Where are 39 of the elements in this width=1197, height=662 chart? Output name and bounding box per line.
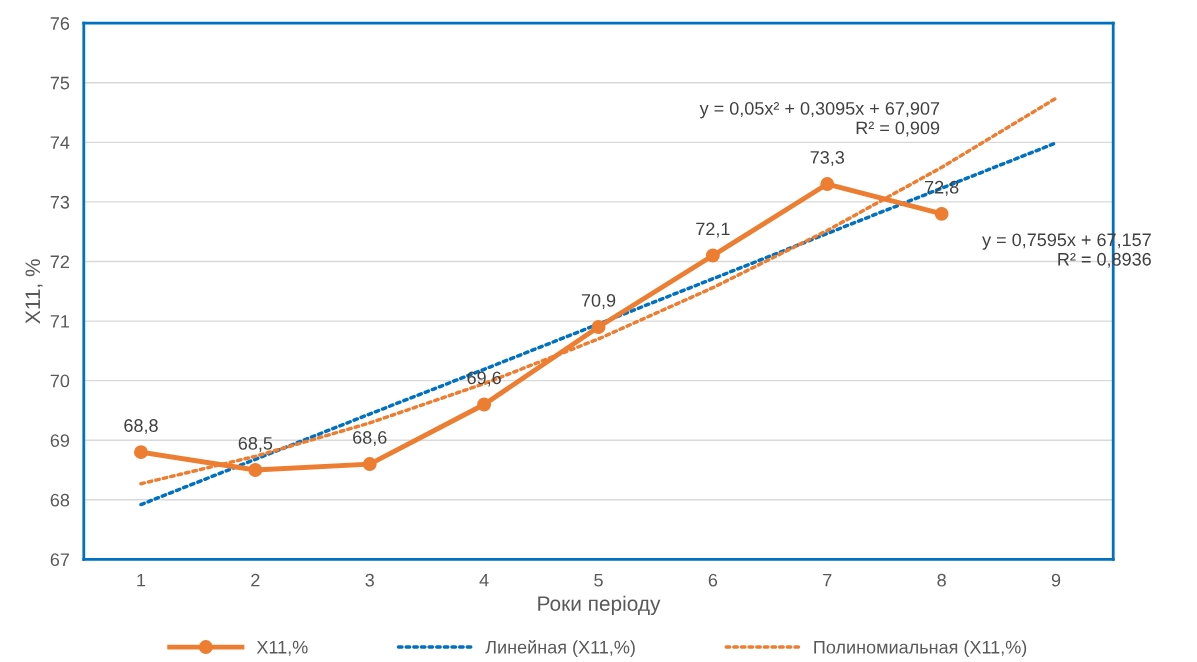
point	[934, 206, 949, 221]
x-tick-label: 3	[365, 573, 374, 587]
data-label: 68,8	[124, 419, 158, 435]
y-tick-label: 74	[50, 136, 70, 149]
y-tick-label: 76	[50, 17, 70, 30]
x-tick-label: 5	[594, 573, 603, 587]
point	[134, 445, 148, 460]
x-tick-label: 1	[137, 573, 146, 587]
y-tick-label: 73	[50, 195, 70, 209]
annotation: y = 0,05x² + 0,3095x + 67,907 R² = 0,909	[699, 102, 940, 137]
point	[477, 397, 492, 412]
y-tick-label: 68	[50, 493, 70, 507]
point	[362, 457, 377, 472]
data-label: 70,9	[581, 294, 616, 309]
legend-label: X11,%	[256, 640, 308, 656]
data-label: 68,5	[238, 437, 273, 452]
x-tick-label: 7	[823, 573, 832, 587]
point	[591, 320, 606, 334]
point	[820, 177, 835, 191]
point	[705, 248, 720, 263]
x-tick-label: 9	[1051, 573, 1061, 587]
y-tick-label: 67	[50, 553, 69, 567]
x-tick-label: 4	[479, 573, 489, 587]
x-tick-label: 8	[937, 573, 946, 587]
x-axis-title: Роки періоду	[538, 595, 661, 616]
x-tick-label: 6	[708, 573, 718, 587]
legend-label: Линейная (X11,%)	[485, 639, 635, 658]
point	[248, 463, 263, 477]
data-label: 72,1	[696, 222, 730, 238]
y-tick-label: 75	[50, 76, 70, 90]
y-tick-label: 72	[50, 255, 69, 269]
y-tick-label: 70	[50, 374, 70, 388]
y-tick-label: 71	[50, 315, 70, 328]
y-tick-label: 69	[50, 434, 70, 447]
y-axis-title: X11, %	[25, 259, 43, 324]
data-label: 73,3	[810, 151, 845, 166]
data-label: 68,6	[353, 431, 387, 446]
legend-label: Полиномиальная (X11,%)	[814, 640, 1027, 658]
x-tick-label: 2	[251, 573, 260, 587]
